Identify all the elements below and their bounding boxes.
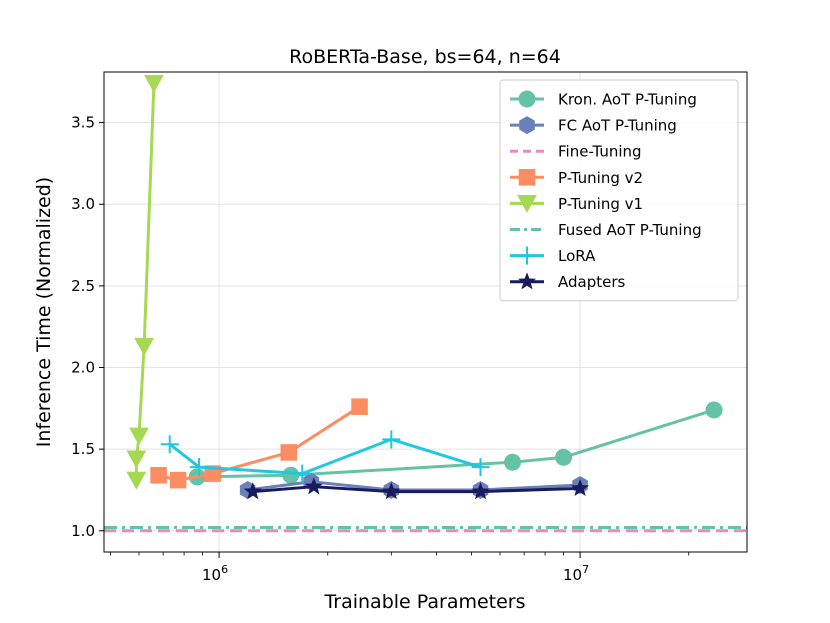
- legend-label: Kron. AoT P-Tuning: [558, 91, 697, 109]
- y-tick-label: 3.0: [71, 195, 95, 213]
- y-tick-label: 1.5: [71, 440, 95, 458]
- legend-marker: [517, 272, 537, 290]
- data-point-p-tuning-v1: [126, 450, 147, 469]
- series-line-p-tuning-v2: [158, 405, 361, 482]
- data-point-p-tuning-v1: [134, 337, 155, 356]
- data-point-p-tuning-v2: [351, 398, 368, 415]
- data-point-kron-aot-p-tuning: [555, 448, 573, 466]
- y-tick-label: 2.5: [71, 277, 95, 295]
- data-point-p-tuning-v2: [150, 466, 167, 484]
- legend-marker: [519, 116, 535, 135]
- series-line-lora: [168, 437, 481, 476]
- legend-item-fused-aot-p-tuning: Fused AoT P-Tuning: [510, 221, 702, 239]
- data-point-lora: [471, 458, 490, 477]
- legend-label: Adapters: [558, 273, 626, 291]
- data-point-kron-aot-p-tuning: [705, 401, 723, 419]
- data-point-adapters: [571, 478, 590, 497]
- legend-item-fc-aot-p-tuning: FC AoT P-Tuning: [510, 116, 677, 135]
- data-point-adapters: [471, 482, 490, 500]
- legend-label: P-Tuning v1: [558, 195, 643, 213]
- data-point-adapters: [304, 477, 323, 495]
- series-p-tuning-v1: [126, 75, 164, 490]
- legend-item-lora: LoRA: [510, 246, 596, 265]
- legend-marker: [518, 246, 536, 265]
- series-lora: [160, 430, 490, 483]
- legend-marker: [518, 90, 536, 108]
- series-p-tuning-v2: [150, 398, 368, 489]
- series-line-p-tuning-v1: [134, 83, 156, 481]
- data-point-kron-aot-p-tuning: [282, 466, 300, 484]
- legend-item-fine-tuning: Fine-Tuning: [510, 143, 642, 161]
- grid: [104, 72, 747, 552]
- y-axis: 1.0 1.5 2.0 2.5 3.0 3.5: [71, 114, 104, 540]
- data-point-p-tuning-v2: [169, 471, 187, 489]
- data-point-lora: [293, 464, 312, 483]
- chart-title: RoBERTa-Base, bs=64, n=64: [289, 46, 561, 68]
- x-axis-label: Trainable Parameters: [323, 591, 525, 613]
- legend-label: Fine-Tuning: [558, 143, 642, 161]
- data-point-adapters: [382, 482, 401, 500]
- legend-label: FC AoT P-Tuning: [558, 117, 677, 135]
- legend-label: P-Tuning v2: [558, 169, 643, 187]
- legend-marker: [518, 169, 536, 186]
- legend-item-kron-aot-p-tuning: Kron. AoT P-Tuning: [510, 90, 697, 109]
- data-point-adapters: [243, 482, 262, 500]
- legend-box: [499, 79, 739, 302]
- y-tick-label: 1.0: [71, 522, 95, 540]
- legend-label: LoRA: [558, 247, 596, 265]
- y-axis-label: Inference Time (Normalized): [33, 177, 55, 447]
- data-point-kron-aot-p-tuning: [504, 453, 522, 471]
- series-kron-aot-p-tuning: [188, 401, 723, 486]
- series-line-kron-aot-p-tuning: [197, 408, 715, 479]
- x-tick-label: 107: [563, 563, 589, 584]
- x-axis: 106 107: [110, 552, 690, 584]
- legend-item-adapters: Adapters: [510, 272, 626, 291]
- plot-area: [104, 75, 747, 533]
- data-point-p-tuning-v1: [126, 471, 147, 490]
- legend-label: Fused AoT P-Tuning: [558, 221, 702, 239]
- legend: Kron. AoT P-Tuning FC AoT P-Tuning Fine-Tu…: [499, 79, 739, 302]
- y-tick-label: 3.5: [71, 114, 95, 132]
- x-tick-label: 106: [202, 563, 228, 584]
- plot-frame: [103, 71, 748, 553]
- data-point-lora: [160, 435, 179, 454]
- legend-item-p-tuning-v1: P-Tuning v1: [510, 195, 643, 213]
- y-tick-label: 2.0: [71, 359, 95, 377]
- legend-marker: [517, 194, 537, 213]
- legend-item-p-tuning-v2: P-Tuning v2: [510, 169, 643, 187]
- data-point-p-tuning-v1: [144, 75, 164, 93]
- data-point-p-tuning-v2: [280, 444, 298, 461]
- data-point-lora: [190, 458, 209, 477]
- data-point-lora: [382, 430, 401, 449]
- series-adapters: [243, 477, 590, 500]
- data-point-p-tuning-v1: [129, 427, 149, 446]
